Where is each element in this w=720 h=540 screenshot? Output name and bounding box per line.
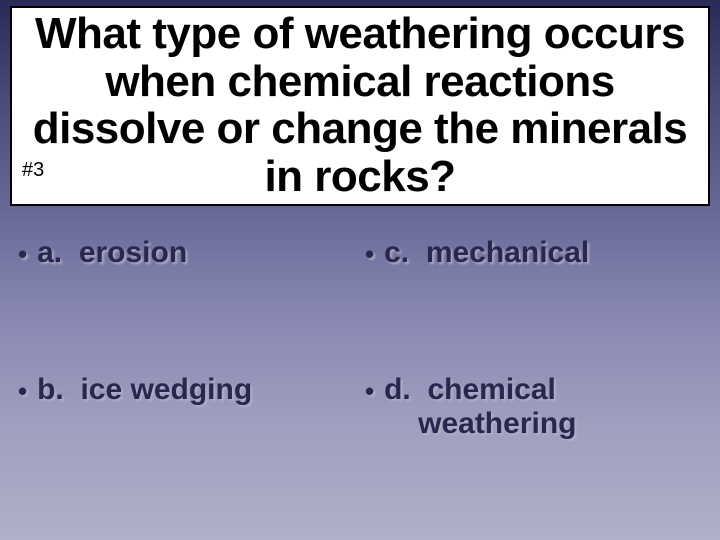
- answer-label-line2: weathering: [384, 407, 576, 441]
- answer-letter: d.: [384, 373, 411, 406]
- answer-body: a. erosion: [37, 236, 187, 270]
- answer-body: b. ice wedging: [37, 373, 252, 407]
- answer-body: c. mechanical: [384, 236, 589, 270]
- answer-option-d[interactable]: • d. chemical weathering: [365, 373, 702, 440]
- answer-letter: c.: [384, 236, 409, 269]
- answer-label-line1: chemical: [427, 373, 555, 406]
- bullet-icon: •: [365, 377, 374, 406]
- answer-letter: b.: [37, 373, 64, 406]
- answer-label: ice wedging: [80, 373, 252, 406]
- answer-option-c[interactable]: • c. mechanical: [365, 236, 702, 303]
- answer-option-b[interactable]: • b. ice wedging: [18, 373, 355, 440]
- bullet-icon: •: [18, 240, 27, 269]
- answer-option-a[interactable]: • a. erosion: [18, 236, 355, 303]
- question-number-badge: #3: [22, 159, 44, 182]
- bullet-icon: •: [18, 377, 27, 406]
- answer-label: erosion: [79, 236, 187, 269]
- answer-label: mechanical: [426, 236, 589, 269]
- question-banner: What type of weathering occurs when chem…: [10, 6, 710, 206]
- question-text: What type of weathering occurs when chem…: [20, 10, 700, 200]
- answer-letter: a.: [37, 236, 62, 269]
- bullet-icon: •: [365, 240, 374, 269]
- answers-grid: • a. erosion • c. mechanical • b. ice we…: [0, 206, 720, 460]
- answer-body: d. chemical weathering: [384, 373, 576, 440]
